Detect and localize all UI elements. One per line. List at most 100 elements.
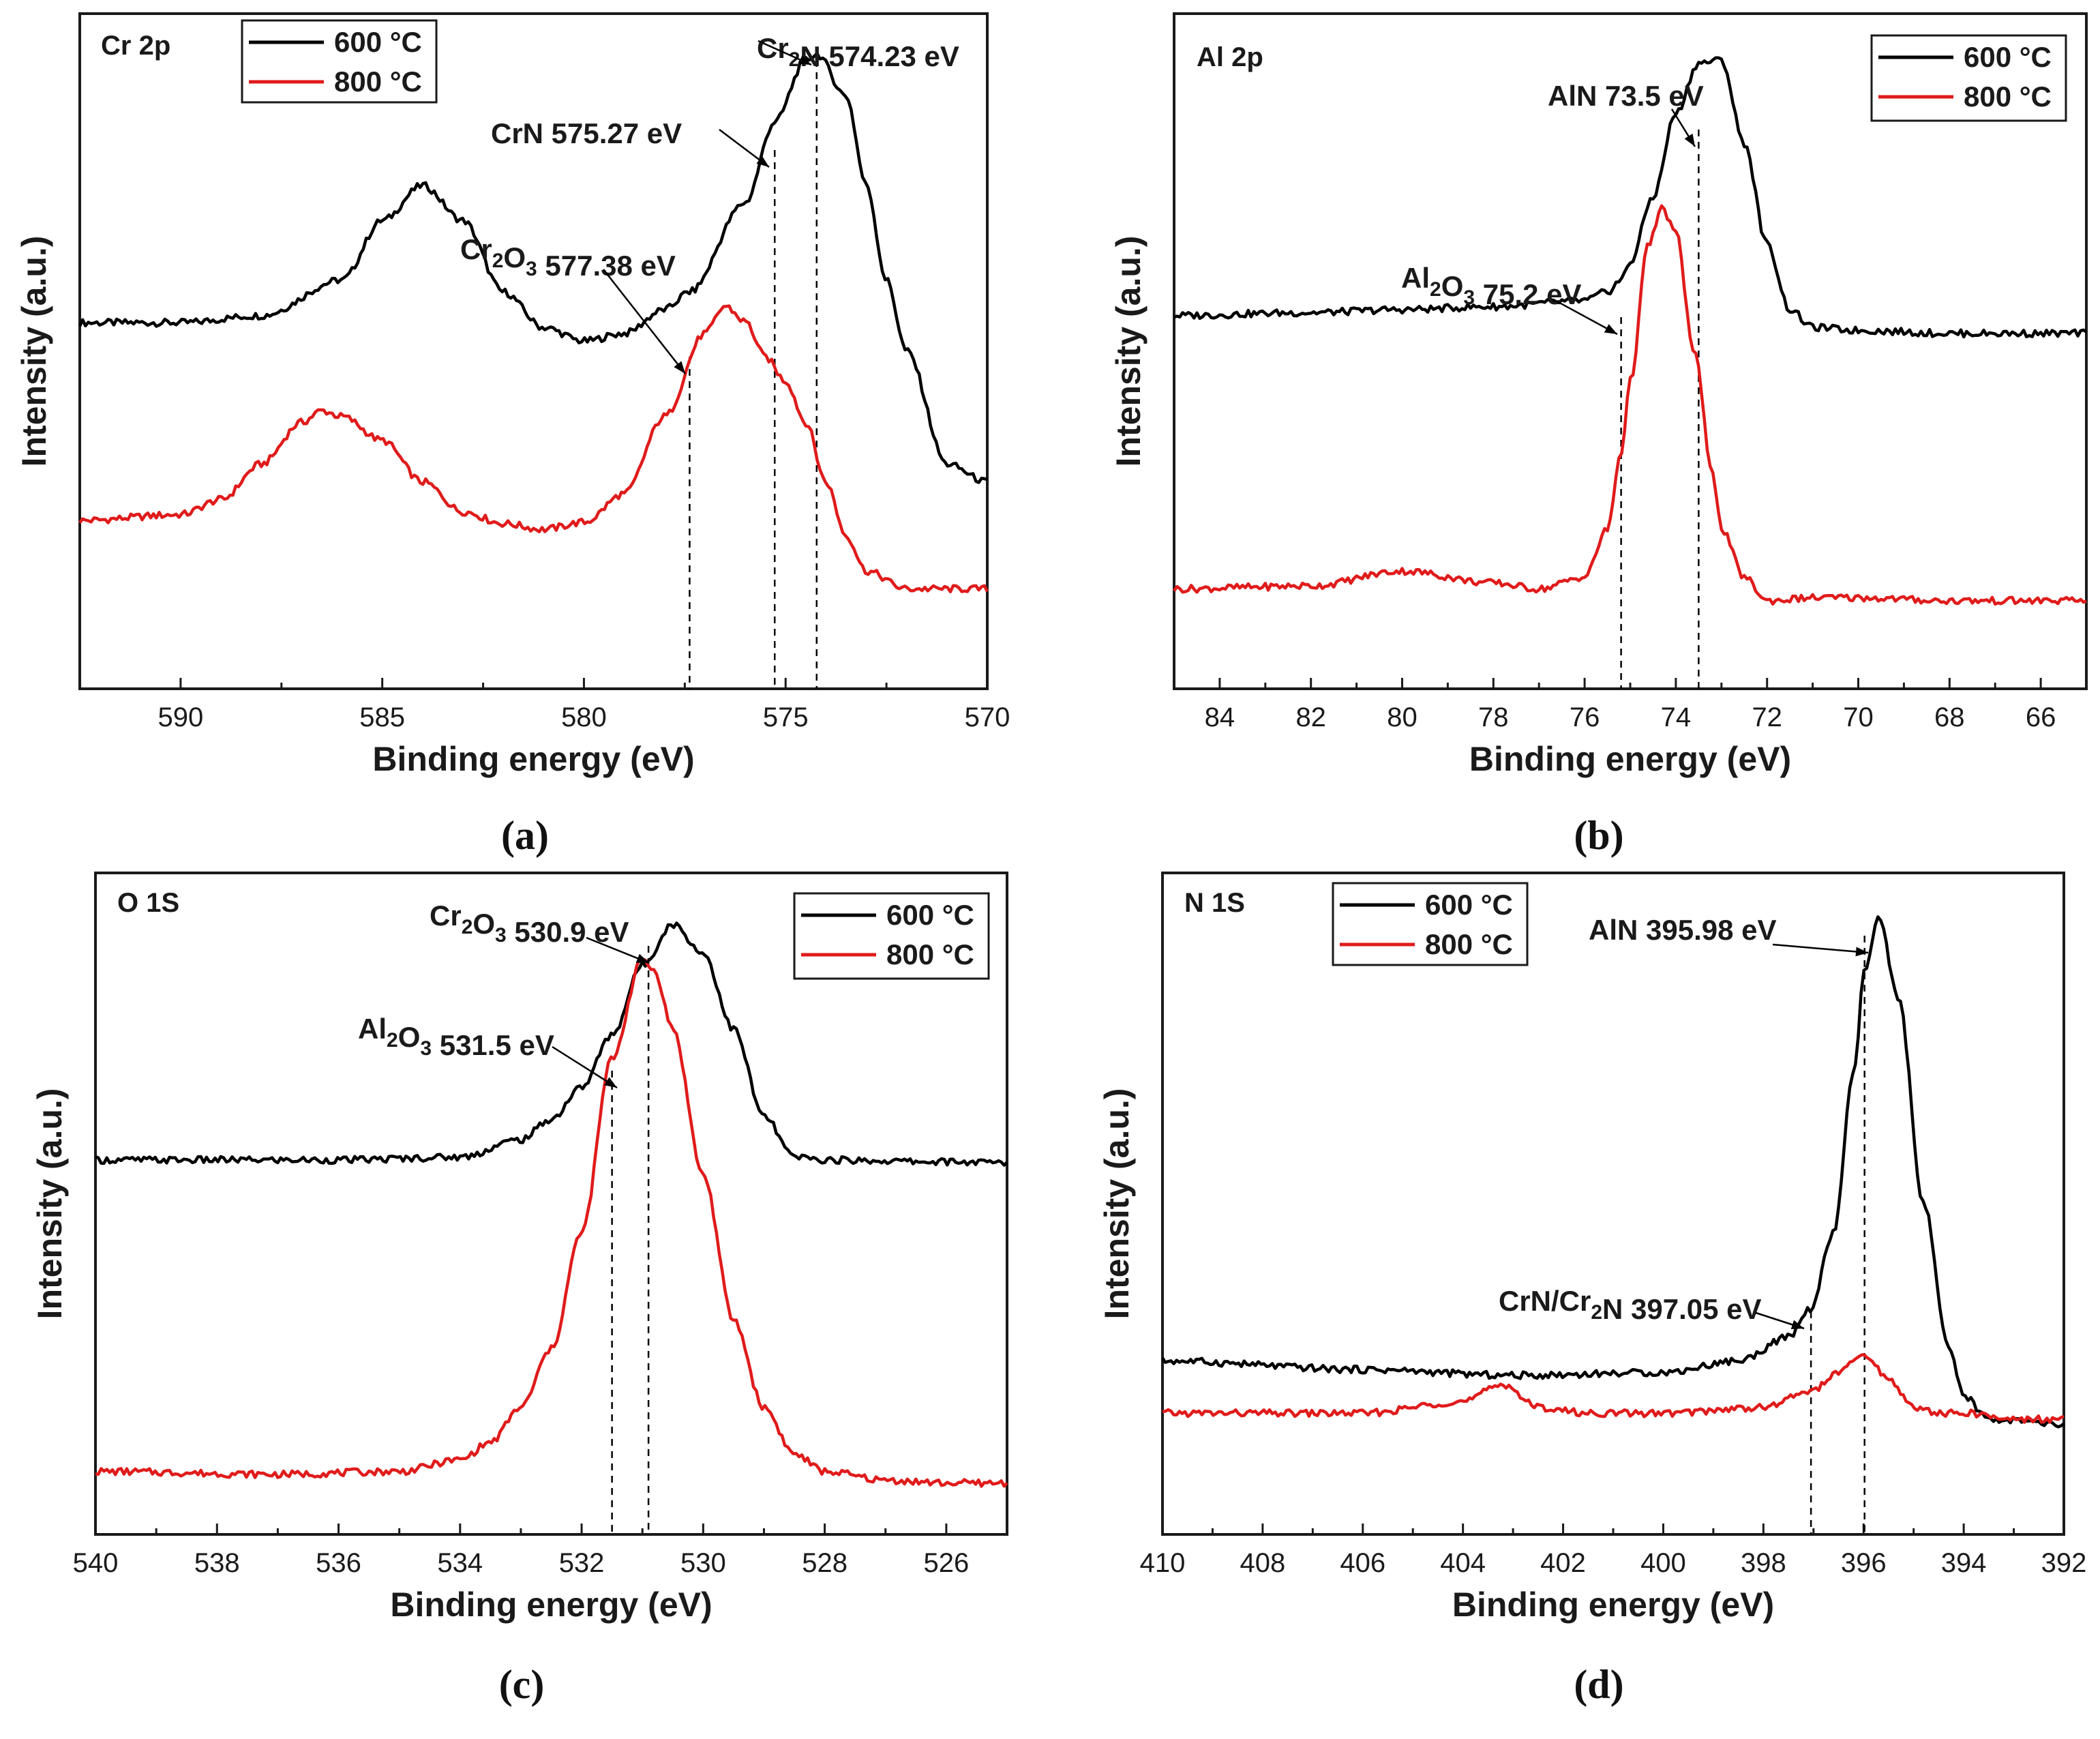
- legend-box: [1870, 34, 2067, 122]
- peak-annotation-label: CrN/Cr2N 397.05 eV: [1499, 1285, 1762, 1325]
- annotation-arrowhead: [674, 361, 685, 374]
- y-axis-title: Intensity (a.u.): [1109, 236, 1148, 467]
- x-tick-label: 80: [1387, 702, 1418, 732]
- x-tick-label: 396: [1841, 1548, 1887, 1578]
- x-tick-label: 392: [2041, 1548, 2087, 1578]
- legend: 600 °C 800 °C: [1332, 882, 1529, 966]
- annotation-arrowhead: [798, 55, 811, 65]
- plot-frame: [78, 12, 989, 690]
- x-tick-label: 532: [559, 1548, 605, 1578]
- x-tick-label: 72: [1752, 702, 1782, 732]
- legend-box: [241, 19, 438, 104]
- x-tick-label: 84: [1205, 702, 1235, 732]
- legend-label-800c: 800 °C: [886, 938, 974, 970]
- legend-box: [1332, 882, 1529, 966]
- peak-annotation-label: Al2O3 531.5 eV: [358, 1013, 554, 1061]
- x-tick-label: 78: [1478, 702, 1509, 732]
- chart-panel-c: 540 538 536 534 532 530 528 526 Binding energy (…: [31, 872, 1008, 1624]
- x-axis-title: Binding energy (eV): [1469, 740, 1791, 778]
- legend: 600 °C 800 °C: [241, 19, 438, 104]
- x-tick-label: 398: [1741, 1548, 1786, 1578]
- x-tick-label: 76: [1570, 702, 1600, 732]
- annotation-arrowhead: [604, 1077, 617, 1088]
- legend-label-600c: 600 °C: [1425, 889, 1513, 921]
- x-tick-label: 590: [158, 702, 204, 732]
- annotation-arrowhead: [1855, 947, 1868, 957]
- x-tick-label: 538: [194, 1548, 240, 1578]
- x-tick-label: 408: [1240, 1548, 1286, 1578]
- annotation-arrow-line: [1772, 943, 1869, 954]
- annotation-arrowhead: [635, 953, 649, 963]
- caption-a: (a): [501, 813, 549, 858]
- annotation-arrowhead: [1790, 1320, 1804, 1330]
- panel-title: Cr 2p: [101, 31, 170, 61]
- x-tick-label: 540: [73, 1548, 119, 1578]
- panel-title: N 1S: [1184, 888, 1245, 918]
- peak-annotation-label: CrN 575.27 eV: [491, 117, 682, 149]
- x-tick-label: 82: [1295, 702, 1326, 732]
- legend: 600 °C 800 °C: [1870, 34, 2067, 122]
- peak-annotation-label: Cr2O3 530.9 eV: [430, 900, 629, 948]
- x-tick-label: 74: [1661, 702, 1692, 732]
- peak-annotation-label: Cr2N 574.23 eV: [757, 32, 959, 72]
- x-axis-title: Binding energy (eV): [372, 740, 694, 778]
- series-line-800c: [95, 957, 1008, 1488]
- y-axis-title: Intensity (a.u.): [15, 236, 53, 467]
- x-tick-label: 406: [1340, 1548, 1385, 1578]
- annotation-arrow-line: [603, 269, 686, 374]
- x-tick-label: 585: [359, 702, 405, 732]
- caption-d: (d): [1574, 1662, 1623, 1707]
- annotation-arrowhead: [1684, 134, 1695, 147]
- series-line-800c: [1173, 204, 2087, 606]
- legend-label-800c: 800 °C: [1964, 80, 2052, 113]
- legend-label-800c: 800 °C: [334, 65, 422, 98]
- x-tick-label: 530: [680, 1548, 726, 1578]
- x-tick-label: 394: [1941, 1548, 1987, 1578]
- x-tick-label: 526: [923, 1548, 969, 1578]
- x-tick-label: 575: [763, 702, 809, 732]
- chart-panel-d: 410 408 406 404 402 400 398 396 394 392 Binding en…: [1098, 872, 2087, 1624]
- annotation-arrow-line: [552, 1045, 618, 1089]
- peak-annotation-label: AlN 73.5 eV: [1548, 80, 1704, 112]
- annotation-arrowhead: [1604, 324, 1617, 334]
- x-tick-label: 410: [1140, 1548, 1186, 1578]
- legend-label-600c: 600 °C: [886, 899, 974, 931]
- x-tick-label: 580: [561, 702, 607, 732]
- annotation-arrowhead: [756, 155, 769, 167]
- x-axis-title: Binding energy (eV): [1452, 1586, 1774, 1624]
- x-tick-label: 402: [1540, 1548, 1586, 1578]
- legend-label-600c: 600 °C: [1964, 41, 2052, 73]
- panel-title: Al 2p: [1197, 42, 1263, 72]
- chart-panel-b: 84 82 80 78 76 74 72 70 68 66 Binding energy (eV) I…: [1109, 12, 2088, 778]
- legend-label-800c: 800 °C: [1425, 928, 1513, 960]
- caption-b: (b): [1574, 813, 1623, 858]
- x-tick-label: 528: [802, 1548, 847, 1578]
- x-tick-label: 66: [2026, 702, 2056, 732]
- series-line-600c: [78, 51, 988, 484]
- legend-box: [793, 892, 990, 980]
- caption-c: (c): [499, 1662, 545, 1707]
- series-line-600c: [1161, 915, 2065, 1429]
- plot-frame: [94, 872, 1008, 1536]
- series-line-600c: [1173, 56, 2088, 339]
- panel-title: O 1S: [117, 888, 179, 918]
- x-tick-label: 570: [965, 702, 1010, 732]
- legend-label-600c: 600 °C: [334, 26, 422, 58]
- series-line-800c: [1162, 1352, 2065, 1424]
- x-tick-label: 534: [437, 1548, 483, 1578]
- x-tick-label: 404: [1440, 1548, 1486, 1578]
- x-axis-title: Binding energy (eV): [390, 1586, 712, 1624]
- y-axis-title: Intensity (a.u.): [1098, 1088, 1136, 1320]
- peak-annotation-label: AlN 395.98 eV: [1589, 914, 1777, 946]
- chart-panel-a: 590 585 580 575 570 Binding energy (eV) Intens…: [15, 12, 1010, 778]
- x-tick-label: 536: [316, 1548, 361, 1578]
- peak-annotation-label: Cr2O3 577.38 eV: [460, 233, 676, 282]
- x-tick-label: 400: [1640, 1548, 1686, 1578]
- plot-frame: [1161, 872, 2065, 1536]
- peak-annotation-label: Al2O3 75.2 eV: [1401, 262, 1582, 310]
- legend: 600 °C 800 °C: [793, 892, 990, 980]
- x-tick-label: 68: [1934, 702, 1965, 732]
- series-line-600c: [95, 921, 1008, 1167]
- y-axis-title: Intensity (a.u.): [31, 1088, 69, 1320]
